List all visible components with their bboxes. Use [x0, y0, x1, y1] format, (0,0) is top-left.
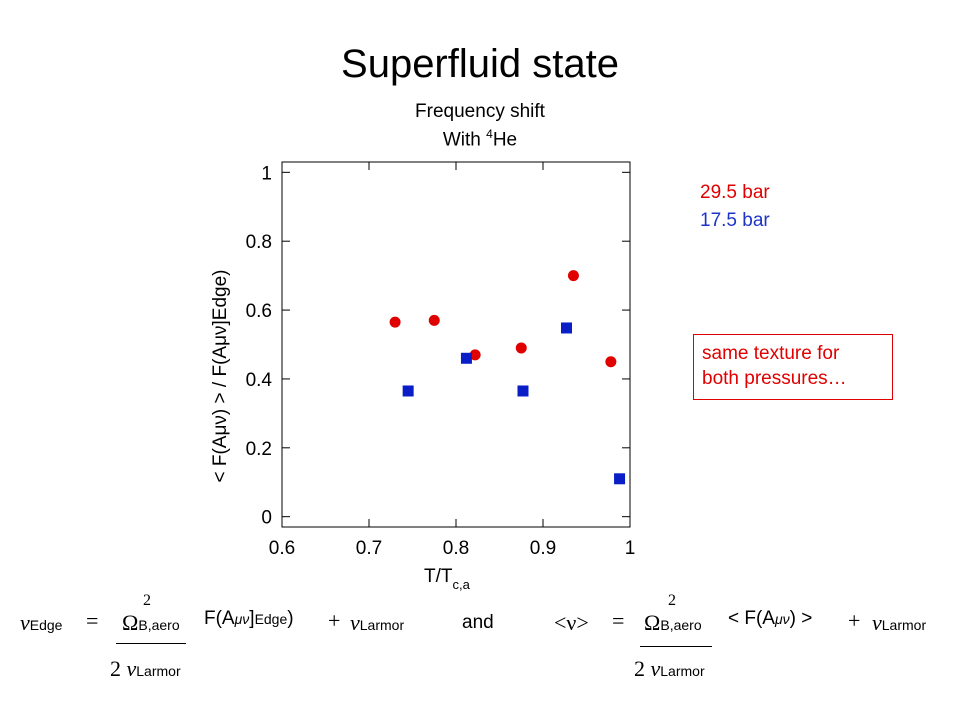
- eq2-omega: ΩB,aero: [644, 610, 702, 635]
- eq2-denominator: 2 νLarmor: [634, 656, 705, 681]
- eq2-equals: =: [612, 608, 625, 633]
- eq2-function: < F(Aμν) >: [728, 608, 813, 629]
- annotation-box: same texture for both pressures…: [693, 334, 893, 400]
- axis-ticks: [281, 162, 631, 527]
- point-17-5-bar: [460, 352, 472, 364]
- x-axis-label: T/Tc,a: [424, 566, 471, 592]
- plot-frame: [281, 161, 631, 528]
- page-title: Superfluid state: [341, 42, 619, 86]
- connector-word: and: [462, 612, 494, 633]
- eq1-omega: ΩB,aero: [122, 610, 180, 635]
- eq1-function: F(Aμν]Edge): [204, 608, 294, 629]
- point-29-5-bar: [605, 356, 617, 368]
- x-tick-label: 0.9: [530, 538, 556, 559]
- point-29-5-bar: [389, 316, 401, 328]
- x-tick-label: 1: [625, 538, 636, 559]
- x-tick-label: 0.8: [443, 538, 469, 559]
- subtitle-line2: With 4He: [442, 127, 518, 151]
- eq2-lhs: <ν>: [554, 610, 589, 635]
- point-17-5-bar: [402, 385, 414, 397]
- y-axis-label: < F(Aμν) > / F(Aμν]Edge): [210, 270, 231, 483]
- point-17-5-bar: [614, 473, 626, 485]
- tick-labels: 0.6 0.7 0.8 0.9 1 0 0.2 0.4 0.6 0.8 1: [246, 163, 636, 559]
- eq1-denominator: 2 νLarmor: [110, 656, 181, 681]
- eq1-omega-sup: 2: [143, 592, 151, 609]
- y-tick-label: 0.4: [246, 370, 273, 391]
- point-17-5-bar: [517, 385, 529, 397]
- x-tick-label: 0.6: [269, 538, 295, 559]
- eq2-larmor: νLarmor: [872, 610, 927, 635]
- y-tick-label: 0.2: [246, 439, 272, 460]
- data-marks: [389, 270, 626, 485]
- eq1-equals: =: [86, 608, 99, 633]
- y-tick-label: 1: [261, 163, 272, 184]
- subtitle-line1: Frequency shift: [415, 101, 545, 122]
- y-tick-label: 0.8: [246, 232, 272, 253]
- legend-item-17-5-bar: 17.5 bar: [700, 210, 770, 231]
- eq1-lhs: νEdge: [20, 610, 63, 635]
- point-29-5-bar: [469, 349, 481, 361]
- point-29-5-bar: [428, 314, 440, 326]
- x-tick-label: 0.7: [356, 538, 382, 559]
- eq1-larmor: νLarmor: [350, 610, 405, 635]
- y-tick-label: 0: [261, 508, 272, 529]
- point-29-5-bar: [567, 270, 579, 282]
- eq1-fraction-bar: [116, 643, 186, 644]
- eq2-omega-sup: 2: [668, 592, 676, 609]
- point-29-5-bar: [515, 342, 527, 354]
- point-17-5-bar: [560, 322, 572, 334]
- eq1-plus: +: [328, 608, 341, 633]
- y-tick-label: 0.6: [246, 301, 272, 322]
- eq2-fraction-bar: [640, 646, 712, 647]
- legend-item-29-5-bar: 29.5 bar: [700, 182, 770, 203]
- eq2-plus: +: [848, 608, 861, 633]
- annotation-line2: both pressures…: [702, 368, 847, 389]
- annotation-line1: same texture for: [702, 343, 840, 364]
